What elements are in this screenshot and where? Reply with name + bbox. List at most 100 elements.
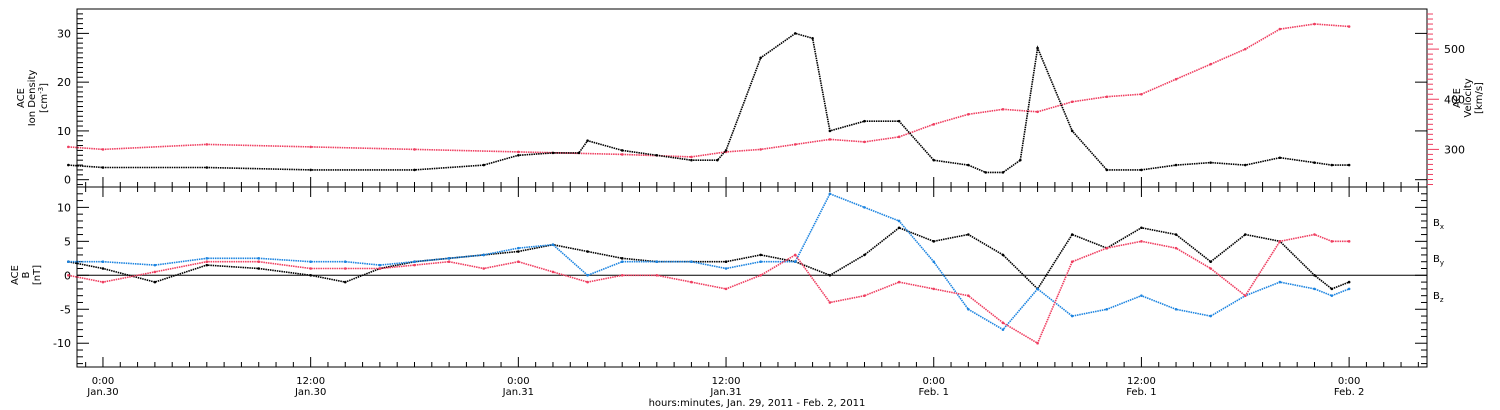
bz-point-6 [343, 267, 347, 270]
velocity-point-4 [413, 148, 416, 151]
bz-point-29 [1140, 240, 1143, 243]
by-point-22 [897, 219, 901, 223]
velocity-point-22 [1209, 62, 1212, 66]
bx-point-13 [586, 250, 589, 253]
bz-point-13 [586, 280, 589, 284]
legend-bz-label: B [1433, 291, 1440, 302]
by-point-1 [101, 260, 105, 264]
density-point-10 [620, 149, 624, 152]
bz-point-3 [205, 260, 209, 264]
by-point-15 [655, 260, 659, 264]
by-point-4 [257, 257, 261, 260]
velocity-tick-label-0: 300 [1444, 143, 1465, 156]
density-axis-ticks: 0 10 20 30 [57, 13, 1427, 187]
velocity-point-18 [1070, 100, 1074, 104]
density-point-22 [967, 163, 970, 167]
field-axis-label-line2: B [21, 271, 32, 278]
density-point-36 [1347, 163, 1351, 167]
bx-point-5 [309, 274, 312, 277]
by-point-27 [1070, 314, 1074, 318]
density-point-11 [655, 154, 659, 157]
by-point-34 [1313, 287, 1316, 291]
velocity-point-11 [828, 138, 832, 141]
bz-point-9 [447, 260, 451, 264]
legend-by-sub: y [1440, 259, 1444, 267]
bz-point-18 [759, 274, 762, 277]
density-point-15 [759, 56, 762, 60]
legend-by-label: B [1433, 254, 1440, 265]
bx-point-22 [897, 226, 901, 230]
field-axis-label-line1: ACE [10, 265, 21, 285]
by-point-17 [724, 267, 728, 270]
bz-point-2 [153, 270, 157, 274]
bx-point-20 [828, 274, 832, 277]
by-point-9 [447, 257, 451, 260]
density-point-27 [1070, 129, 1074, 133]
bz-point-8 [413, 263, 416, 267]
by-point-23 [932, 260, 936, 264]
velocity-axis-label-line1: ACE [1452, 88, 1463, 108]
bx-point-4 [257, 267, 261, 270]
density-point-13 [716, 158, 719, 162]
by-point-20 [828, 192, 832, 196]
x-tick-date-6: Feb. 2 [1334, 387, 1364, 398]
bz-point-16 [690, 280, 693, 284]
density-point-4 [413, 168, 416, 172]
density-point-24 [1001, 171, 1005, 174]
density-point-3 [309, 168, 312, 172]
bz-point-11 [517, 260, 520, 264]
velocity-point-17 [1036, 110, 1039, 114]
bz-point-14 [620, 274, 624, 277]
x-tick-time-4: 0:00 [922, 376, 944, 387]
velocity-point-13 [897, 135, 901, 139]
time-axis-ticks [85, 187, 1419, 367]
x-tick-time-0: 0:00 [92, 376, 114, 387]
by-point-10 [482, 253, 486, 257]
velocity-point-12 [863, 140, 866, 144]
by-point-16 [690, 260, 693, 264]
density-tick-label-1: 10 [57, 125, 71, 138]
density-point-7 [551, 151, 555, 155]
bx-point-32 [1243, 233, 1247, 236]
legend-bz: Bz [1433, 291, 1444, 304]
by-point-12 [551, 243, 555, 247]
bz-point-31 [1209, 267, 1212, 270]
density-unit-base: [cm [39, 94, 50, 113]
velocity-axis-ticks: 300 400 500 [1427, 13, 1465, 185]
legend-bx-label: B [1433, 218, 1440, 229]
by-point-11 [517, 246, 520, 250]
bx-point-1 [101, 267, 105, 270]
by-point-30 [1174, 307, 1178, 311]
velocity-point-14 [932, 123, 936, 126]
velocity-point-20 [1140, 92, 1143, 96]
density-axis-label: ACE Ion Density [cm-3] [16, 70, 50, 127]
field-axis-label-line3: [nT] [32, 265, 43, 285]
density-tick-label-0: 0 [64, 174, 71, 187]
density-point-9 [586, 139, 589, 142]
density-axis-label-line3: [cm-3] [37, 83, 50, 113]
density-point-14 [724, 149, 728, 152]
density-point-34 [1313, 161, 1316, 164]
density-point-30 [1174, 163, 1178, 167]
bz-point-33 [1278, 240, 1282, 243]
density-point-28 [1105, 168, 1109, 172]
velocity-axis-label: ACE Velocity [km/s] [1452, 78, 1485, 117]
bz-point-36 [1347, 240, 1351, 243]
bz-point-20 [828, 301, 832, 304]
density-point-16 [793, 32, 797, 35]
bx-point-27 [1070, 233, 1074, 236]
bx-point-34 [1313, 274, 1316, 277]
bx-point-30 [1174, 233, 1178, 236]
by-point-24 [967, 307, 970, 311]
field-tick-label-0: -10 [53, 337, 71, 350]
bx-point-25 [1001, 253, 1005, 257]
field-tick-label-1: -5 [60, 303, 71, 316]
bz-point-7 [378, 267, 382, 270]
bx-point-2 [153, 280, 157, 284]
density-point-20 [897, 119, 901, 123]
legend-by: By [1433, 254, 1444, 267]
velocity-axis-label-line3: [km/s] [1474, 82, 1485, 114]
velocity-point-6 [620, 153, 624, 156]
by-point-18 [759, 260, 762, 264]
